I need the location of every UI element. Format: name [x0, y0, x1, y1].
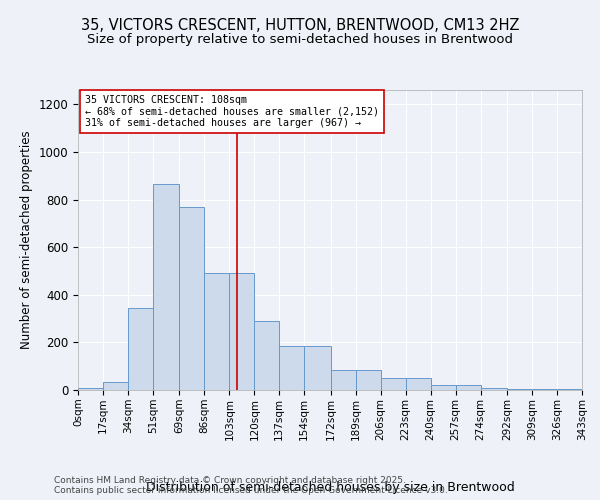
- Y-axis label: Number of semi-detached properties: Number of semi-detached properties: [20, 130, 33, 350]
- Bar: [481, 388, 507, 390]
- Text: 35 VICTORS CRESCENT: 108sqm
← 68% of semi-detached houses are smaller (2,152)
31: 35 VICTORS CRESCENT: 108sqm ← 68% of sem…: [85, 95, 379, 128]
- Bar: [205, 274, 229, 390]
- Bar: [179, 206, 205, 390]
- Bar: [507, 389, 532, 390]
- Bar: [455, 385, 481, 390]
- Bar: [406, 378, 431, 390]
- X-axis label: Distribution of semi-detached houses by size in Brentwood: Distribution of semi-detached houses by …: [146, 482, 514, 494]
- Text: Contains HM Land Registry data © Crown copyright and database right 2025.
Contai: Contains HM Land Registry data © Crown c…: [54, 476, 448, 495]
- Bar: [254, 321, 280, 390]
- Bar: [128, 308, 153, 390]
- Bar: [431, 385, 455, 390]
- Bar: [557, 389, 582, 390]
- Bar: [280, 346, 304, 390]
- Bar: [153, 184, 179, 390]
- Bar: [103, 382, 128, 390]
- Bar: [229, 274, 254, 390]
- Text: 35, VICTORS CRESCENT, HUTTON, BRENTWOOD, CM13 2HZ: 35, VICTORS CRESCENT, HUTTON, BRENTWOOD,…: [81, 18, 519, 32]
- Bar: [380, 378, 406, 390]
- Bar: [331, 370, 356, 390]
- Bar: [532, 389, 557, 390]
- Bar: [356, 370, 380, 390]
- Bar: [304, 346, 331, 390]
- Text: Size of property relative to semi-detached houses in Brentwood: Size of property relative to semi-detach…: [87, 32, 513, 46]
- Bar: [78, 388, 103, 390]
